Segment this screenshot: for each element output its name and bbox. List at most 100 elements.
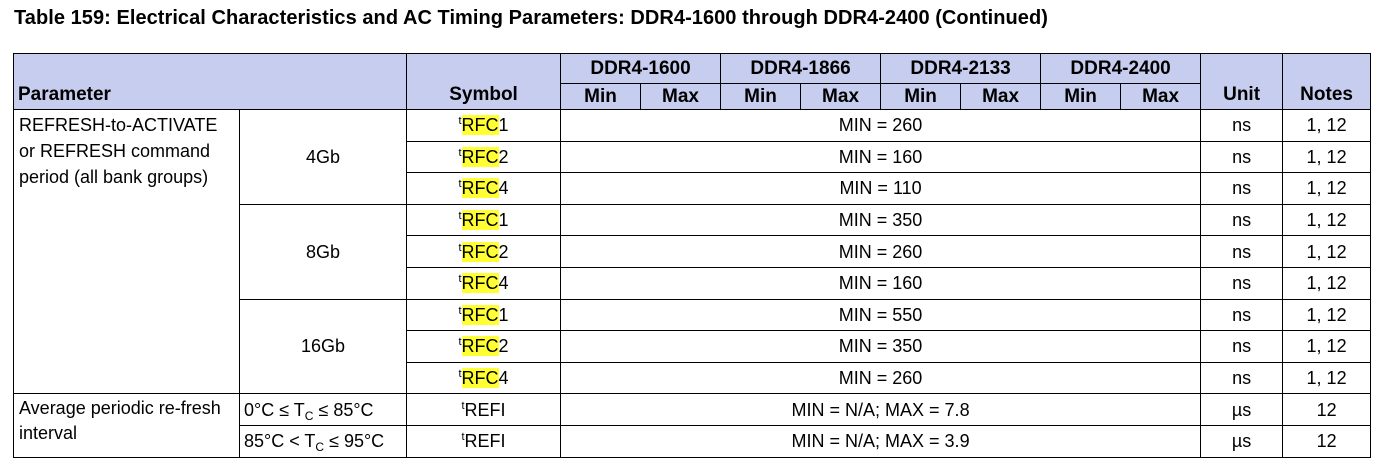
symbol-main: RFC: [461, 115, 499, 136]
header-row-minmax: Min Max Min Max Min Max Min Max: [14, 83, 1371, 110]
header-max: Max: [800, 83, 882, 110]
value-cell: MIN = 160: [560, 266, 1202, 300]
table-row: 85°C < TC ≤ 95°C tREFI MIN = N/A; MAX = …: [14, 424, 1372, 458]
symbol-suffix: 4: [498, 273, 509, 294]
unit-cell: ns: [1200, 109, 1284, 142]
density-16gb: 16Gb: [238, 298, 408, 395]
symbol-main: RFC: [461, 241, 499, 262]
symbol-main: REFI: [464, 399, 506, 420]
symbol-prefix: t: [461, 399, 465, 412]
symbol-suffix: 1: [498, 115, 509, 136]
unit-cell: µs: [1200, 393, 1284, 426]
timing-table: Parameter Symbol DDR4-1600 DDR4-1866 DDR…: [12, 53, 1372, 458]
symbol-prefix: t: [458, 241, 462, 254]
table-row: tRFC2 MIN = 350 ns 1, 12: [14, 330, 1372, 363]
notes-cell: 12: [1282, 393, 1372, 426]
notes-cell: 1, 12: [1282, 298, 1372, 332]
symbol-prefix: t: [458, 115, 462, 128]
value-cell: MIN = 260: [560, 361, 1202, 395]
header-row-speeds: Parameter Symbol DDR4-1600 DDR4-1866 DDR…: [12, 53, 1372, 110]
symbol-prefix: t: [458, 146, 462, 159]
symbol-cell: tREFI: [406, 393, 562, 426]
value-cell: MIN = 350: [560, 330, 1202, 363]
symbol-main: RFC: [461, 336, 499, 357]
temperature-condition: 0°C ≤ TC ≤ 85°C: [238, 393, 408, 426]
unit-cell: ns: [1200, 140, 1284, 174]
value-cell: MIN = 110: [560, 172, 1202, 205]
symbol-main: RFC: [461, 273, 499, 294]
unit-cell: µs: [1200, 424, 1284, 458]
table-row: Average periodic re-fresh interval 0°C ≤…: [13, 393, 1372, 458]
table-row: 16Gb tRFC1 MIN = 550 ns 1, 12: [14, 298, 1372, 395]
symbol-prefix: t: [458, 273, 462, 286]
unit-cell: ns: [1200, 203, 1284, 237]
value-cell: MIN = 350: [560, 203, 1202, 237]
header-notes: Notes: [1282, 53, 1372, 110]
table-row: tRFC4 MIN = 110 ns 1, 12: [14, 172, 1372, 205]
symbol-cell: tRFC2: [406, 140, 562, 174]
value-cell: MIN = N/A; MAX = 7.8: [560, 393, 1202, 426]
symbol-prefix: t: [458, 304, 462, 317]
notes-cell: 12: [1282, 424, 1372, 458]
unit-cell: ns: [1200, 361, 1284, 395]
cond-pre: 0°C ≤ T: [244, 399, 305, 420]
unit-cell: ns: [1200, 172, 1284, 205]
symbol-prefix: t: [458, 178, 462, 191]
value-cell: MIN = 260: [560, 235, 1202, 268]
table-row: REFRESH-to-ACTIVATE or REFRESH command p…: [13, 108, 1372, 395]
symbol-main: RFC: [461, 178, 499, 199]
symbol-suffix: 2: [498, 146, 509, 167]
notes-cell: 1, 12: [1282, 109, 1372, 142]
symbol-prefix: t: [458, 210, 462, 223]
cond-sub: C: [304, 408, 314, 423]
notes-cell: 1, 12: [1282, 266, 1372, 300]
density-8gb: 8Gb: [238, 203, 408, 300]
header-max: Max: [960, 83, 1042, 110]
symbol-prefix: t: [458, 368, 462, 381]
header-max: Max: [640, 83, 722, 110]
symbol-cell: tRFC2: [406, 235, 562, 268]
header-speed-2400: DDR4-2400: [1040, 53, 1202, 84]
notes-cell: 1, 12: [1282, 235, 1372, 268]
header-unit: Unit: [1200, 53, 1284, 110]
notes-cell: 1, 12: [1282, 140, 1372, 174]
symbol-main: RFC: [461, 210, 499, 231]
unit-cell: ns: [1200, 266, 1284, 300]
symbol-prefix: t: [458, 336, 462, 349]
unit-cell: ns: [1200, 298, 1284, 332]
value-cell: MIN = 550: [560, 298, 1202, 332]
value-cell: MIN = 260: [560, 109, 1202, 142]
symbol-suffix: 2: [498, 336, 509, 357]
header-max: Max: [1120, 83, 1202, 110]
table-row: 8Gb tRFC1 MIN = 350 ns 1, 12: [14, 203, 1372, 300]
symbol-suffix: 1: [498, 210, 509, 231]
unit-cell: ns: [1200, 235, 1284, 268]
header-speed-1600: DDR4-1600: [560, 53, 722, 84]
symbol-main: RFC: [461, 368, 499, 389]
header-min: Min: [880, 83, 962, 110]
symbol-suffix: 2: [498, 241, 509, 262]
header-min: Min: [560, 83, 642, 110]
table-row: tRFC4 MIN = 260 ns 1, 12: [14, 361, 1372, 395]
symbol-cell: tREFI: [406, 424, 562, 458]
symbol-cell: tRFC2: [406, 330, 562, 363]
symbol-cell: tRFC1: [406, 203, 562, 237]
header-min: Min: [720, 83, 802, 110]
symbol-suffix: 4: [498, 178, 509, 199]
refi-parameter-cell: Average periodic re-fresh interval: [13, 393, 240, 458]
cond-post: ≤ 85°C: [313, 399, 374, 420]
cond-post: ≤ 95°C: [324, 431, 385, 452]
symbol-cell: tRFC1: [406, 109, 562, 142]
symbol-main: REFI: [464, 431, 506, 452]
symbol-prefix: t: [461, 431, 465, 444]
notes-cell: 1, 12: [1282, 172, 1372, 205]
notes-cell: 1, 12: [1282, 203, 1372, 237]
symbol-suffix: 1: [498, 304, 509, 325]
symbol-main: RFC: [461, 146, 499, 167]
symbol-cell: tRFC4: [406, 172, 562, 205]
value-cell: MIN = N/A; MAX = 3.9: [560, 424, 1202, 458]
symbol-cell: tRFC1: [406, 298, 562, 332]
value-cell: MIN = 160: [560, 140, 1202, 174]
symbol-cell: tRFC4: [406, 266, 562, 300]
table-row: tRFC2 MIN = 160 ns 1, 12: [14, 140, 1372, 174]
